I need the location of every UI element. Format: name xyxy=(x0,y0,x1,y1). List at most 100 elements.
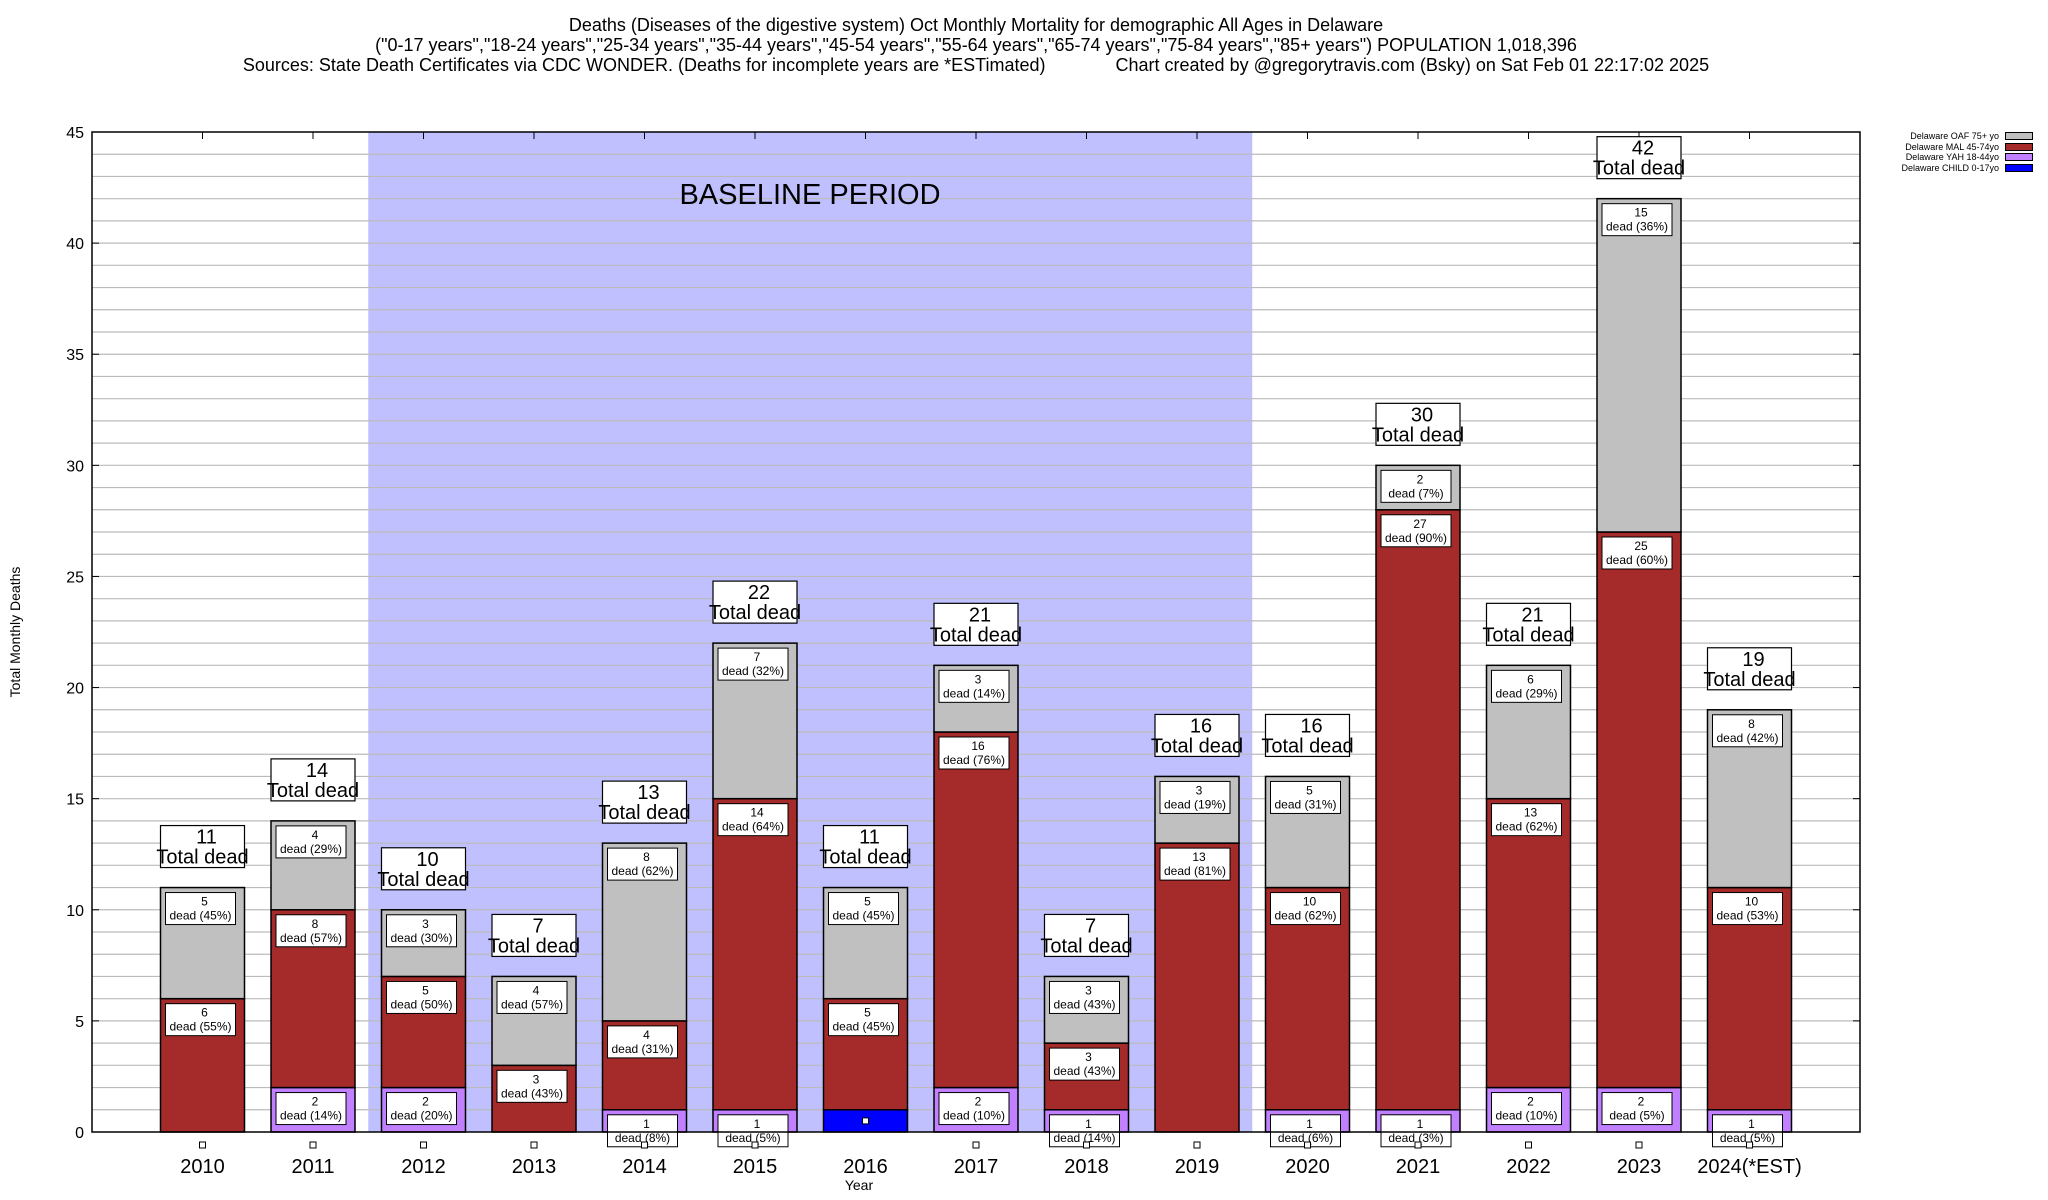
segment-label-pct: dead (31%) xyxy=(1274,797,1336,811)
total-label-text: Total dead xyxy=(488,935,580,957)
segment-label-pct: dead (53%) xyxy=(1716,909,1778,923)
y-tick-label: 40 xyxy=(66,236,84,253)
segment-label-value: 25 xyxy=(1634,539,1648,553)
segment-label-pct: dead (81%) xyxy=(1164,864,1226,878)
segment-label-pct: dead (32%) xyxy=(722,664,784,678)
segment-label-box xyxy=(1491,803,1562,837)
total-label-text: Total dead xyxy=(709,602,801,624)
segment-label-pct: dead (6%) xyxy=(1278,1131,1333,1145)
segment-label-box xyxy=(938,1092,1010,1126)
segment-label-pct: dead (43%) xyxy=(501,1086,563,1100)
total-label-value: 42 xyxy=(1632,138,1654,160)
total-label-box xyxy=(712,580,798,624)
segment-label-value: 8 xyxy=(312,917,319,931)
total-label-box xyxy=(601,780,688,824)
y-tick-label: 25 xyxy=(66,569,84,586)
segment-label-pct: dead (76%) xyxy=(943,753,1005,767)
segment-label-pct: dead (43%) xyxy=(1053,997,1115,1011)
segment-label-box xyxy=(1380,1114,1452,1148)
bar-segment xyxy=(1596,531,1682,1089)
segment-label-pct: dead (14%) xyxy=(280,1109,342,1123)
segment-label-box xyxy=(1601,1092,1673,1126)
sources-text: Sources: State Death Certificates via CD… xyxy=(242,55,1046,75)
segment-label-pct: dead (30%) xyxy=(390,931,452,945)
segment-label-box xyxy=(1491,1092,1562,1126)
y-axis-label: Total Monthly Deaths xyxy=(7,567,23,698)
legend-item: Delaware YAH 18-44yo xyxy=(1901,152,2033,163)
total-label-text: Total dead xyxy=(819,847,911,869)
segment-label-value: 2 xyxy=(422,1095,429,1109)
segment-label-value: 14 xyxy=(750,806,764,820)
total-label-text: Total dead xyxy=(1372,424,1464,446)
point-marker xyxy=(641,1141,648,1149)
segment-label-value: 10 xyxy=(1303,895,1317,909)
total-label-value: 30 xyxy=(1411,404,1433,426)
segment-label-pct: dead (62%) xyxy=(1274,909,1336,923)
bar-segment xyxy=(712,797,798,1111)
y-tick-label: 0 xyxy=(75,1125,84,1142)
segment-label-value: 3 xyxy=(533,1072,540,1086)
point-marker xyxy=(1083,1141,1090,1149)
segment-label-value: 5 xyxy=(201,895,208,909)
x-tick-label: 2020 xyxy=(1285,1156,1330,1178)
legend-swatch xyxy=(2005,153,2033,162)
segment-label-value: 4 xyxy=(643,1028,650,1042)
segment-label-pct: dead (7%) xyxy=(1388,486,1443,500)
segment-label-value: 5 xyxy=(864,1006,871,1020)
total-label-text: Total dead xyxy=(1593,158,1685,180)
credit-text: Chart created by @gregorytravis.com (Bsk… xyxy=(1115,55,1710,75)
segment-label-value: 27 xyxy=(1413,517,1427,531)
segment-label-box xyxy=(386,980,457,1014)
total-label-box xyxy=(1264,713,1351,758)
segment-label-box xyxy=(275,1092,347,1126)
point-marker xyxy=(309,1141,317,1149)
x-tick-label: 2023 xyxy=(1617,1156,1662,1178)
segment-label-pct: dead (29%) xyxy=(280,842,342,856)
point-marker xyxy=(972,1141,980,1149)
total-label-value: 22 xyxy=(748,582,770,604)
segment-label-value: 2 xyxy=(1417,472,1424,486)
segment-label-pct: dead (57%) xyxy=(280,931,342,945)
segment-label-value: 5 xyxy=(422,983,429,997)
point-marker xyxy=(862,1117,869,1125)
x-tick-label: 2024(*EST) xyxy=(1697,1156,1802,1178)
segment-label-value: 3 xyxy=(1085,1050,1092,1064)
legend-swatch xyxy=(2005,132,2033,141)
point-marker xyxy=(199,1141,206,1149)
total-label-box xyxy=(933,602,1019,646)
segment-label-value: 10 xyxy=(1745,895,1759,909)
total-label-text: Total dead xyxy=(1482,624,1574,646)
segment-label-pct: dead (29%) xyxy=(1495,686,1557,700)
segment-label-pct: dead (62%) xyxy=(611,864,673,878)
y-tick-label: 5 xyxy=(75,1014,84,1031)
total-label-box xyxy=(159,824,246,869)
total-label-box xyxy=(1375,402,1461,446)
segment-label-box xyxy=(1491,669,1562,703)
point-marker xyxy=(1414,1141,1422,1149)
segment-label-box xyxy=(1601,203,1673,237)
total-label-value: 7 xyxy=(532,915,543,937)
segment-label-box xyxy=(165,1003,236,1037)
segment-label-box xyxy=(165,892,236,926)
segment-label-value: 1 xyxy=(643,1117,650,1131)
segment-label-value: 3 xyxy=(422,917,429,931)
segment-label-pct: dead (5%) xyxy=(1720,1131,1775,1145)
segment-label-box xyxy=(1049,1047,1120,1081)
bar-segment xyxy=(933,731,1019,1089)
y-tick-label: 45 xyxy=(66,125,84,142)
segment-label-box xyxy=(717,803,789,837)
total-label-text: Total dead xyxy=(1040,935,1132,957)
total-label-box xyxy=(1043,913,1130,958)
segment-label-pct: dead (43%) xyxy=(1053,1064,1115,1078)
total-label-value: 7 xyxy=(1085,915,1096,937)
legend-item: Delaware OAF 75+ yo xyxy=(1901,131,2033,142)
x-tick-label: 2021 xyxy=(1396,1156,1441,1178)
y-tick-label: 10 xyxy=(66,903,84,920)
segment-label-box xyxy=(1712,892,1783,926)
x-tick-label: 2013 xyxy=(512,1156,557,1178)
segment-label-pct: dead (5%) xyxy=(1609,1109,1664,1123)
segment-label-box xyxy=(717,647,789,681)
x-tick-label: 2019 xyxy=(1175,1156,1220,1178)
segment-label-box xyxy=(1270,892,1341,926)
x-tick-label: 2012 xyxy=(401,1156,446,1178)
